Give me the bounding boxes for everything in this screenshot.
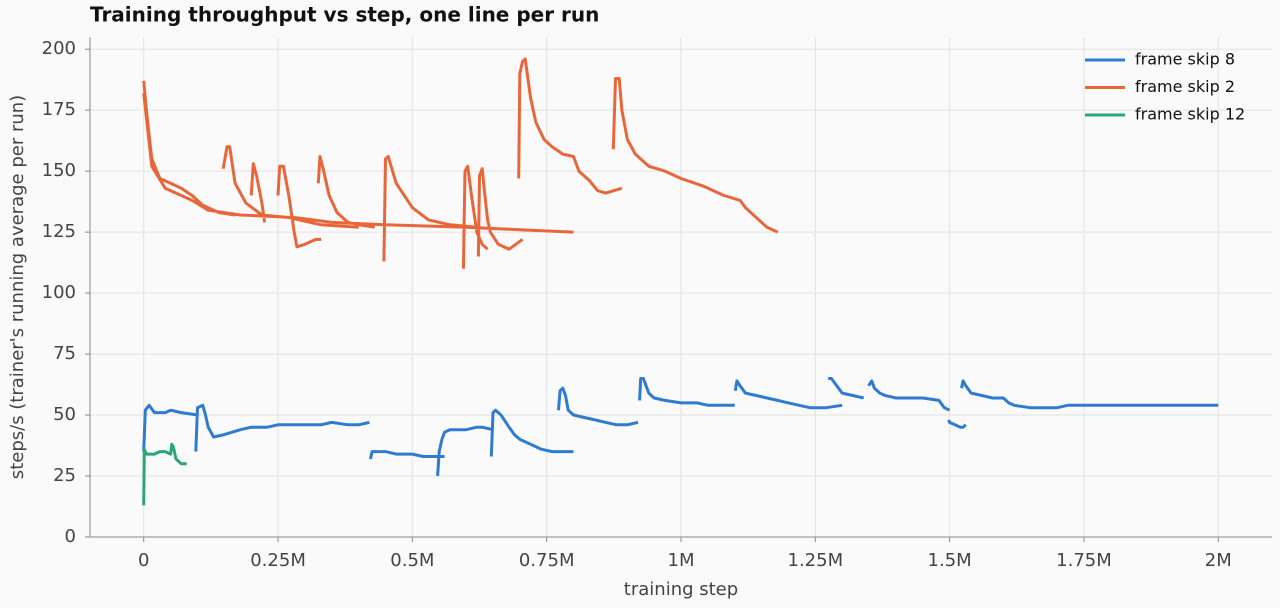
chart-title: Training throughput vs step, one line pe… — [90, 3, 599, 27]
x-tick-label: 0 — [138, 550, 149, 571]
y-tick-label: 200 — [42, 38, 76, 59]
legend-label: frame skip 8 — [1135, 50, 1235, 69]
x-tick-label: 1.75M — [1056, 550, 1112, 571]
series-line — [142, 442, 187, 506]
x-tick-label: 1.25M — [788, 550, 844, 571]
x-tick-label: 0.25M — [250, 550, 306, 571]
y-tick-label: 100 — [42, 282, 76, 303]
x-tick-label: 2M — [1205, 550, 1232, 571]
x-tick-label: 0.5M — [390, 550, 434, 571]
y-tick-label: 175 — [42, 99, 76, 120]
y-tick-label: 50 — [53, 404, 76, 425]
y-tick-label: 150 — [42, 160, 76, 181]
y-axis-label: steps/s (trainer's running average per r… — [7, 95, 28, 479]
y-tick-label: 25 — [53, 465, 76, 486]
series-line — [142, 377, 1219, 477]
x-tick-label: 1M — [668, 550, 695, 571]
series-line — [142, 57, 779, 269]
legend-label: frame skip 12 — [1135, 105, 1245, 124]
y-tick-label: 0 — [65, 526, 76, 547]
legend-label: frame skip 2 — [1135, 77, 1235, 96]
y-tick-label: 75 — [53, 343, 76, 364]
x-axis-label: training step — [624, 579, 738, 600]
y-tick-label: 125 — [42, 221, 76, 242]
x-tick-label: 1.5M — [928, 550, 972, 571]
x-tick-label: 0.75M — [519, 550, 575, 571]
